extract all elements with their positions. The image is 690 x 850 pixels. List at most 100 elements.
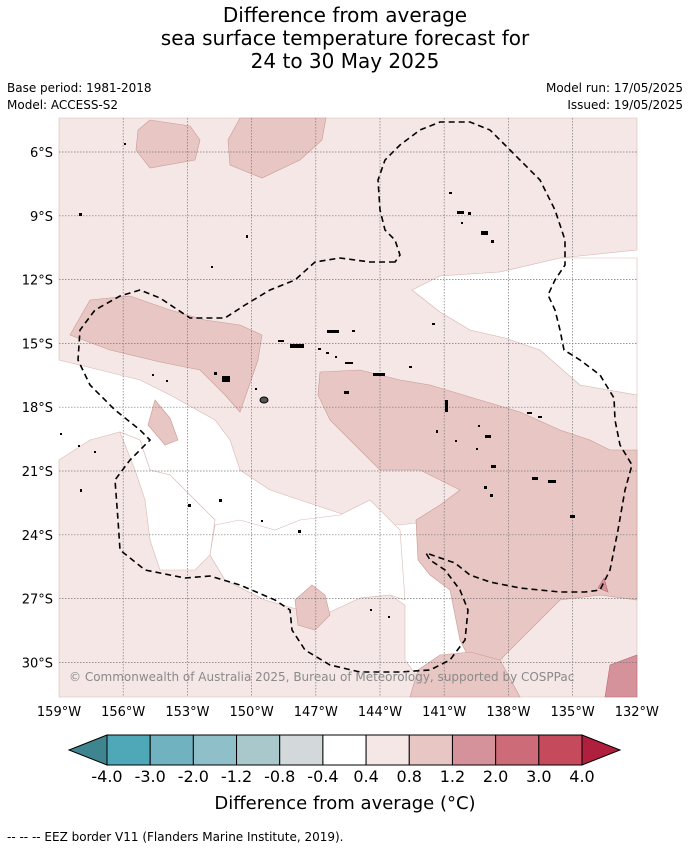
island (246, 235, 248, 238)
latitude-label: 9°S (30, 210, 53, 225)
longitude-label: 153°W (165, 705, 209, 720)
model-run: Model run: 17/05/2025 (545, 81, 683, 95)
longitude-label: 147°W (294, 705, 338, 720)
island (373, 373, 385, 376)
island (345, 362, 353, 364)
island (370, 609, 372, 611)
colorbar-tick-label: 3.0 (526, 767, 551, 786)
colorbar-tick-labels: -4.0 -3.0 -2.0 -1.2 -0.8 -0.4 0.4 0.8 1.2 2.0 3.0 4… (91, 767, 594, 786)
colorbar-tick-label: -2.0 (178, 767, 209, 786)
colorbar-tick-label: 0.8 (397, 767, 422, 786)
colorbar-tick-label: -4.0 (91, 767, 122, 786)
longitude-label: 132°W (615, 705, 659, 720)
contour-0.8-1.2-central (69, 295, 263, 413)
copyright-notice: © Commonwealth of Australia 2025, Bureau… (69, 670, 574, 684)
latitude-label: 12°S (22, 274, 53, 289)
colorbar-tick-label: -0.4 (307, 767, 338, 786)
island (278, 340, 284, 342)
island (468, 212, 471, 215)
island (261, 520, 263, 522)
island (318, 348, 321, 350)
longitude-label: 159°W (37, 705, 81, 720)
island (491, 240, 494, 243)
island (409, 366, 412, 368)
island (449, 192, 452, 194)
island (478, 425, 480, 427)
island (570, 515, 575, 518)
model-name: Model: ACCESS-S2 (7, 98, 119, 112)
longitude-label: 138°W (486, 705, 530, 720)
colorbar-label: Difference from average (°C) (214, 793, 476, 814)
eez-legend-footnote: -- -- -- EEZ border V11 (Flanders Marine… (7, 830, 344, 844)
island (211, 266, 213, 268)
island (344, 391, 349, 394)
contour-0.8-1.2-north-a (135, 119, 201, 169)
latitude-labels: 6°S 9°S 12°S 15°S 18°S 21°S 24°S 27°S 30°S (22, 146, 53, 671)
colorbar-tick-label: -1.2 (221, 767, 252, 786)
island (538, 416, 542, 418)
island (388, 616, 390, 618)
longitude-labels: 159°W 156°W 153°W 150°W 147°W 144°W 141°W 138°W… (37, 705, 659, 720)
island (326, 352, 329, 354)
title-line-2: sea surface temperature forecast for (160, 26, 530, 50)
colorbar-segment (495, 734, 540, 766)
island (476, 448, 478, 450)
colorbar-segment (149, 734, 194, 766)
island (548, 480, 556, 483)
island (455, 440, 457, 442)
island (166, 380, 168, 382)
island (290, 344, 304, 348)
island (259, 396, 269, 404)
island (222, 376, 230, 382)
island (484, 486, 487, 489)
latitude-label: 27°S (22, 593, 53, 608)
latitude-label: 21°S (22, 465, 53, 480)
island (527, 412, 532, 414)
colorbar (67, 734, 622, 766)
colorbar-tick-label: 4.0 (569, 767, 594, 786)
island (490, 494, 493, 497)
chart-title: Difference from average sea surface temp… (0, 4, 690, 73)
title-line-1: Difference from average (222, 3, 468, 27)
colorbar-tick-label: 2.0 (483, 767, 508, 786)
longitude-label: 156°W (101, 705, 145, 720)
base-period: Base period: 1981-2018 (7, 81, 152, 95)
island (461, 222, 463, 224)
island (532, 477, 538, 480)
island (79, 213, 82, 216)
island (60, 433, 62, 435)
island (214, 372, 217, 375)
colorbar-tick-label: 0.4 (353, 767, 378, 786)
island (327, 330, 339, 333)
latitude-label: 15°S (22, 337, 53, 352)
island (457, 211, 464, 214)
issued-date: Issued: 19/05/2025 (567, 98, 683, 112)
latitude-label: 6°S (30, 146, 53, 161)
latitude-label: 30°S (22, 656, 53, 671)
contour-1.2-2.0 (604, 654, 638, 698)
colorbar-segment (106, 734, 151, 766)
contour-0.8-1.2-southwest (294, 584, 331, 631)
island (481, 231, 488, 235)
contour-neutral-south (209, 499, 406, 613)
colorbar-segment (365, 734, 410, 766)
colorbar-segment (322, 734, 367, 766)
islands (60, 143, 575, 618)
island (219, 499, 222, 502)
latitude-label: 18°S (22, 401, 53, 416)
title-line-3: 24 to 30 May 2025 (250, 49, 440, 73)
island (94, 451, 96, 453)
colorbar-tick-label: 1.2 (440, 767, 465, 786)
colorbar-segment (408, 734, 453, 766)
island (352, 330, 355, 332)
longitude-label: 135°W (551, 705, 595, 720)
colorbar-tick-label: -0.8 (264, 767, 295, 786)
latitude-label: 24°S (22, 529, 53, 544)
longitude-label: 150°W (230, 705, 274, 720)
longitude-label: 141°W (422, 705, 466, 720)
island (124, 143, 126, 145)
colorbar-extend-high (581, 734, 622, 766)
contour-0.8-1.2-small (147, 399, 179, 446)
colorbar-segment (451, 734, 497, 766)
